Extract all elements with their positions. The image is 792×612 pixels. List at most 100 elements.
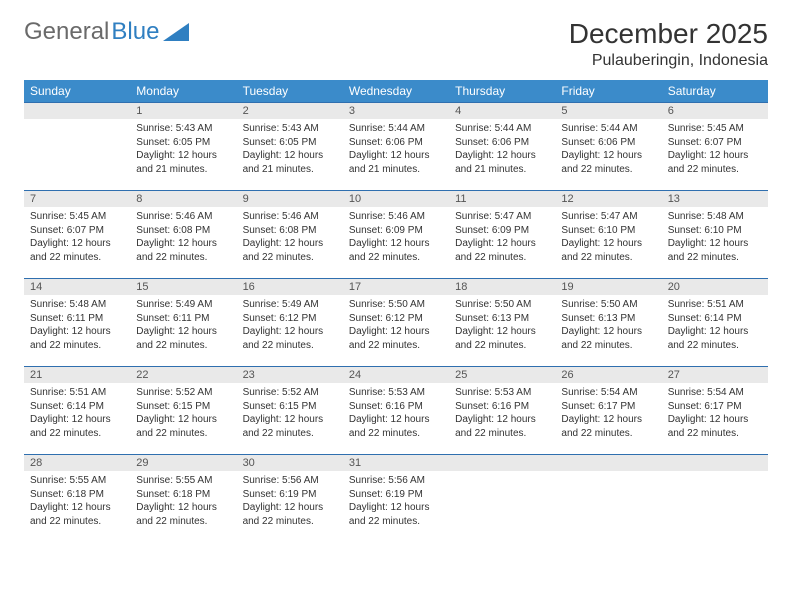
daylight-text: Daylight: 12 hours and 22 minutes. [30,413,124,440]
day-number: 12 [555,191,661,207]
calendar-cell: 10Sunrise: 5:46 AMSunset: 6:09 PMDayligh… [343,190,449,278]
calendar-week: 14Sunrise: 5:48 AMSunset: 6:11 PMDayligh… [24,278,768,366]
daylight-text: Daylight: 12 hours and 22 minutes. [349,325,443,352]
sunrise-text: Sunrise: 5:44 AM [455,122,549,136]
day-header: Sunday [24,80,130,102]
sunset-text: Sunset: 6:05 PM [136,136,230,150]
day-header: Thursday [449,80,555,102]
sunrise-text: Sunrise: 5:44 AM [349,122,443,136]
calendar-cell [449,454,555,542]
brand-name-part1: General [24,18,109,46]
sunrise-text: Sunrise: 5:56 AM [243,474,337,488]
sunset-text: Sunset: 6:19 PM [243,488,337,502]
day-details: Sunrise: 5:43 AMSunset: 6:05 PMDaylight:… [130,119,236,182]
day-number: 28 [24,455,130,471]
day-details: Sunrise: 5:44 AMSunset: 6:06 PMDaylight:… [449,119,555,182]
daylight-text: Daylight: 12 hours and 22 minutes. [243,325,337,352]
daylight-text: Daylight: 12 hours and 22 minutes. [349,501,443,528]
day-number: 23 [237,367,343,383]
day-number: 5 [555,103,661,119]
sunrise-text: Sunrise: 5:46 AM [349,210,443,224]
sunset-text: Sunset: 6:08 PM [136,224,230,238]
daylight-text: Daylight: 12 hours and 22 minutes. [349,413,443,440]
sunset-text: Sunset: 6:17 PM [668,400,762,414]
sunset-text: Sunset: 6:15 PM [243,400,337,414]
sunset-text: Sunset: 6:18 PM [136,488,230,502]
calendar-week: 21Sunrise: 5:51 AMSunset: 6:14 PMDayligh… [24,366,768,454]
sunset-text: Sunset: 6:17 PM [561,400,655,414]
calendar-cell: 21Sunrise: 5:51 AMSunset: 6:14 PMDayligh… [24,366,130,454]
sunset-text: Sunset: 6:10 PM [561,224,655,238]
daylight-text: Daylight: 12 hours and 22 minutes. [243,501,337,528]
sunrise-text: Sunrise: 5:50 AM [561,298,655,312]
day-header-row: SundayMondayTuesdayWednesdayThursdayFrid… [24,80,768,102]
day-number: 10 [343,191,449,207]
sunset-text: Sunset: 6:15 PM [136,400,230,414]
day-number: 30 [237,455,343,471]
header: GeneralBlue December 2025 Pulauberingin,… [24,18,768,70]
sunrise-text: Sunrise: 5:44 AM [561,122,655,136]
day-details: Sunrise: 5:49 AMSunset: 6:12 PMDaylight:… [237,295,343,358]
sunset-text: Sunset: 6:11 PM [136,312,230,326]
calendar-cell: 14Sunrise: 5:48 AMSunset: 6:11 PMDayligh… [24,278,130,366]
daylight-text: Daylight: 12 hours and 22 minutes. [30,325,124,352]
sunrise-text: Sunrise: 5:48 AM [30,298,124,312]
sunrise-text: Sunrise: 5:49 AM [243,298,337,312]
day-details: Sunrise: 5:46 AMSunset: 6:08 PMDaylight:… [130,207,236,270]
day-details: Sunrise: 5:51 AMSunset: 6:14 PMDaylight:… [662,295,768,358]
calendar-cell: 25Sunrise: 5:53 AMSunset: 6:16 PMDayligh… [449,366,555,454]
day-details: Sunrise: 5:51 AMSunset: 6:14 PMDaylight:… [24,383,130,446]
day-number: 25 [449,367,555,383]
sunrise-text: Sunrise: 5:52 AM [243,386,337,400]
day-number: 15 [130,279,236,295]
sunset-text: Sunset: 6:06 PM [349,136,443,150]
daylight-text: Daylight: 12 hours and 22 minutes. [668,149,762,176]
sunset-text: Sunset: 6:16 PM [455,400,549,414]
sunset-text: Sunset: 6:19 PM [349,488,443,502]
day-details: Sunrise: 5:54 AMSunset: 6:17 PMDaylight:… [662,383,768,446]
day-details [24,119,130,169]
sunrise-text: Sunrise: 5:43 AM [136,122,230,136]
daylight-text: Daylight: 12 hours and 22 minutes. [243,237,337,264]
day-number [662,455,768,471]
calendar-cell: 30Sunrise: 5:56 AMSunset: 6:19 PMDayligh… [237,454,343,542]
sunrise-text: Sunrise: 5:50 AM [455,298,549,312]
sunrise-text: Sunrise: 5:54 AM [668,386,762,400]
sunrise-text: Sunrise: 5:43 AM [243,122,337,136]
sunrise-text: Sunrise: 5:49 AM [136,298,230,312]
day-number [24,103,130,119]
day-header: Saturday [662,80,768,102]
calendar-week: 28Sunrise: 5:55 AMSunset: 6:18 PMDayligh… [24,454,768,542]
calendar-cell: 24Sunrise: 5:53 AMSunset: 6:16 PMDayligh… [343,366,449,454]
sunrise-text: Sunrise: 5:55 AM [30,474,124,488]
day-number: 11 [449,191,555,207]
sunset-text: Sunset: 6:10 PM [668,224,762,238]
day-details: Sunrise: 5:56 AMSunset: 6:19 PMDaylight:… [237,471,343,534]
calendar-cell: 23Sunrise: 5:52 AMSunset: 6:15 PMDayligh… [237,366,343,454]
sunrise-text: Sunrise: 5:51 AM [30,386,124,400]
calendar-cell [555,454,661,542]
sunrise-text: Sunrise: 5:52 AM [136,386,230,400]
daylight-text: Daylight: 12 hours and 22 minutes. [136,501,230,528]
day-number: 1 [130,103,236,119]
calendar-cell: 8Sunrise: 5:46 AMSunset: 6:08 PMDaylight… [130,190,236,278]
calendar-cell: 16Sunrise: 5:49 AMSunset: 6:12 PMDayligh… [237,278,343,366]
day-number: 22 [130,367,236,383]
day-details: Sunrise: 5:49 AMSunset: 6:11 PMDaylight:… [130,295,236,358]
month-title: December 2025 [569,18,768,50]
sunset-text: Sunset: 6:07 PM [30,224,124,238]
calendar-cell: 2Sunrise: 5:43 AMSunset: 6:05 PMDaylight… [237,102,343,190]
brand-name-part2: Blue [111,18,159,46]
daylight-text: Daylight: 12 hours and 21 minutes. [243,149,337,176]
day-details: Sunrise: 5:46 AMSunset: 6:09 PMDaylight:… [343,207,449,270]
calendar-cell: 15Sunrise: 5:49 AMSunset: 6:11 PMDayligh… [130,278,236,366]
sunrise-text: Sunrise: 5:53 AM [349,386,443,400]
sunrise-text: Sunrise: 5:56 AM [349,474,443,488]
day-details: Sunrise: 5:45 AMSunset: 6:07 PMDaylight:… [24,207,130,270]
day-details [555,471,661,521]
sunset-text: Sunset: 6:12 PM [243,312,337,326]
calendar-cell: 7Sunrise: 5:45 AMSunset: 6:07 PMDaylight… [24,190,130,278]
calendar-cell: 17Sunrise: 5:50 AMSunset: 6:12 PMDayligh… [343,278,449,366]
calendar-cell: 28Sunrise: 5:55 AMSunset: 6:18 PMDayligh… [24,454,130,542]
calendar-cell: 31Sunrise: 5:56 AMSunset: 6:19 PMDayligh… [343,454,449,542]
